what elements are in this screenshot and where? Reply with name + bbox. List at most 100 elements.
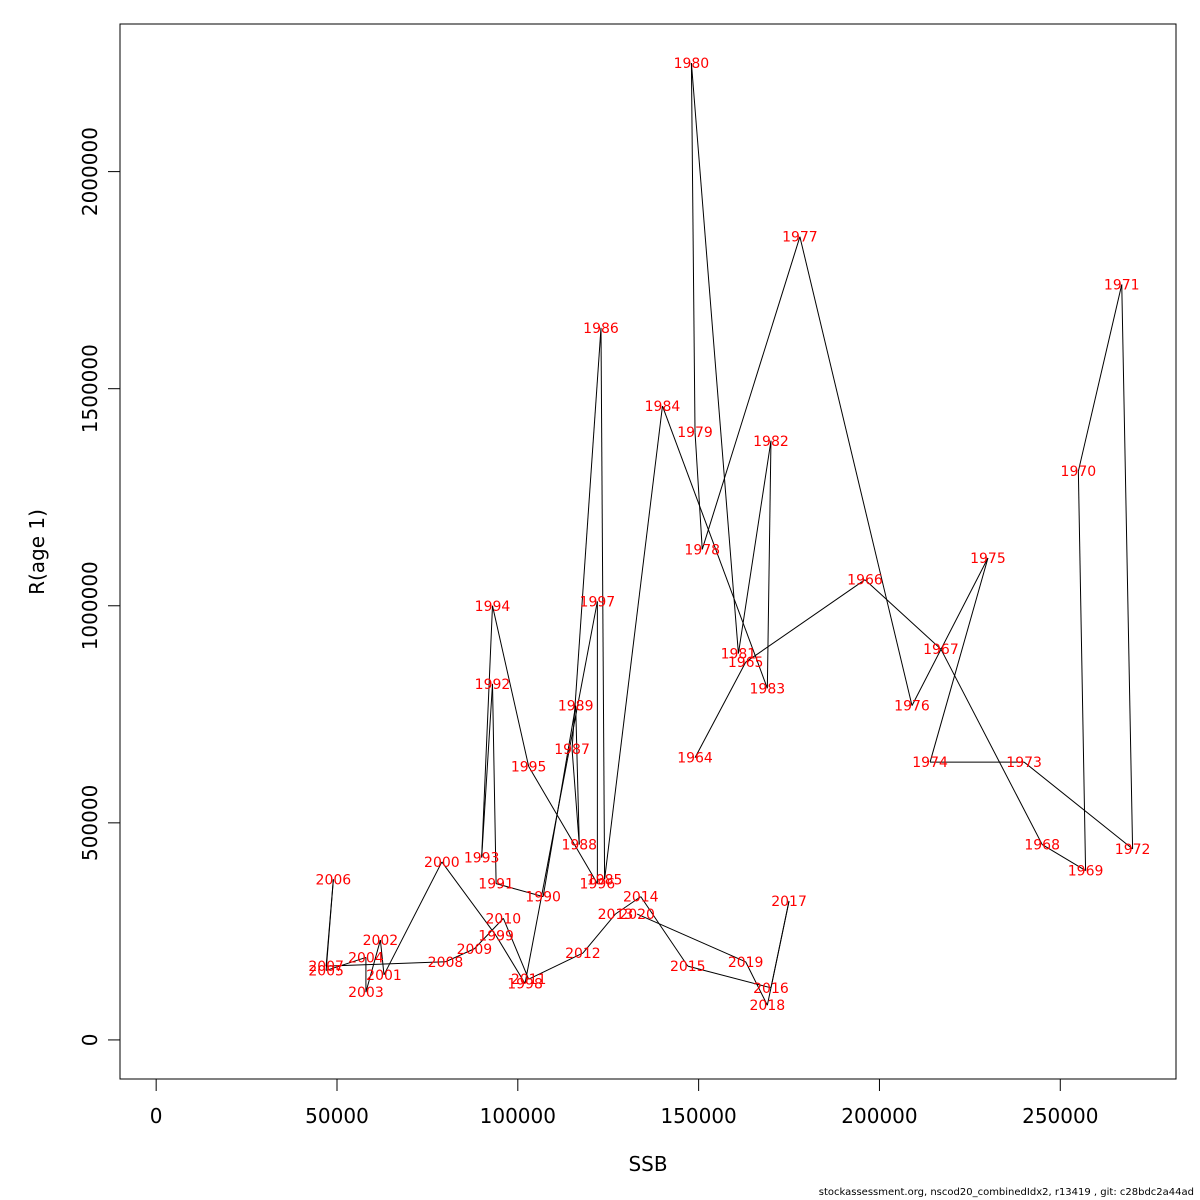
point-year-label: 1969 [1068,864,1104,880]
x-tick-label: 150000 [660,1104,736,1128]
series-segment [694,432,703,550]
y-tick-label: 500000 [78,785,102,861]
series-segment [528,952,584,980]
point-year-label: 2001 [366,968,402,984]
x-tick-label: 0 [150,1104,163,1128]
point-year-label: 2018 [750,998,786,1014]
y-tick-label: 2000000 [78,127,102,216]
x-axis-title: SSB [628,1152,667,1176]
point-year-label: 2007 [308,959,344,975]
point-year-label: 2016 [753,981,789,997]
y-tick-label: 1000000 [78,561,102,650]
y-tick-label: 0 [78,1034,102,1047]
point-year-label: 1973 [1006,755,1042,771]
point-year-label: 2002 [363,933,399,949]
series-segment [640,896,689,967]
series-segment [524,601,598,984]
series-segment [481,605,493,858]
series-segment [365,939,381,993]
point-year-label: 1964 [677,751,713,767]
point-year-label: 2014 [623,890,659,906]
series-segment [690,63,739,654]
series-segment [571,749,580,845]
point-year-label: 2015 [670,959,706,975]
series-segment [502,918,530,980]
point-year-label: 1998 [507,976,543,992]
x-tick-label: 250000 [1022,1104,1098,1128]
point-year-label: 1971 [1104,277,1140,293]
series-segment [492,605,530,767]
y-axis: 0 500000 1000000 1500000 2000000 [78,127,121,1047]
series-segment [326,961,446,967]
series-segment [379,940,385,975]
point-year-label: 2013 [598,907,634,923]
footer-provenance: stockassessment.org, nscod20_combinedIdx… [818,1187,1194,1198]
point-year-label: 1980 [674,56,710,72]
x-tick-label: 50000 [305,1104,369,1128]
series-segment [1077,471,1087,871]
series-segment [528,766,598,884]
series-segment [929,557,989,763]
series-segment [799,236,913,706]
point-year-label: 1981 [721,647,757,663]
point-year-label: 2005 [308,963,344,979]
point-year-label: 1989 [558,699,594,715]
point-year-label: 2000 [424,855,460,871]
point-year-label: 1992 [475,677,511,693]
series-segment [864,579,942,650]
series-segment [701,236,801,550]
point-year-label: 1966 [847,573,883,589]
series-segment [694,661,747,758]
series-segment [495,935,526,984]
series-segment [615,896,642,915]
point-year-label: 1968 [1024,838,1060,854]
point-year-label: 2012 [565,946,601,962]
series-segment [940,648,1043,845]
series-segment [325,879,334,967]
x-axis: 0 50000 100000 150000 200000 250000 [150,1078,1098,1128]
point-year-label: 1991 [478,877,514,893]
series-line-group [325,63,1134,1006]
point-year-label: 1987 [554,742,590,758]
series-segment [745,961,768,1006]
series-segment [383,861,443,976]
point-year-label: 1993 [464,851,500,867]
point-year-label: 1997 [580,594,616,610]
series-segment [1023,761,1133,850]
point-year-label: 1974 [912,755,948,771]
point-year-label: 2006 [316,872,352,888]
point-year-label: 1978 [684,542,720,558]
series-segment [766,440,772,689]
series-segment [661,405,768,689]
point-year-label: 1999 [478,929,514,945]
x-tick-label: 200000 [841,1104,917,1128]
point-year-label: 1976 [894,699,930,715]
point-year-label: 1983 [750,681,786,697]
point-year-label: 2010 [486,911,522,927]
series-segment [474,918,504,950]
series-segment [325,956,367,971]
series-segment [491,683,497,884]
point-year-label: 1982 [753,434,789,450]
point-year-label: 1984 [645,399,681,415]
point-year-label: 1970 [1061,464,1097,480]
series-segment [636,913,746,963]
point-year-label: 2003 [348,985,384,1001]
series-segment [737,440,772,654]
point-year-label: 1996 [580,877,616,893]
point-year-label: 2008 [428,955,464,971]
series-segment [604,405,663,880]
series-segment [911,557,989,706]
y-tick-label: 1500000 [78,344,102,433]
series-segment [1121,284,1134,849]
series-segment [582,913,616,954]
point-year-label: 1979 [677,425,713,441]
point-year-label: 1988 [561,838,597,854]
point-year-label: 1990 [525,890,561,906]
point-year-label: 1975 [970,551,1006,567]
point-year-label: 1985 [587,872,623,888]
point-year-label: 1986 [583,321,619,337]
year-labels-group: 1964 1965 1966 1967 1968 1969 1970 1971 1972 1973… [308,56,1150,1014]
series-segment [1077,284,1123,472]
